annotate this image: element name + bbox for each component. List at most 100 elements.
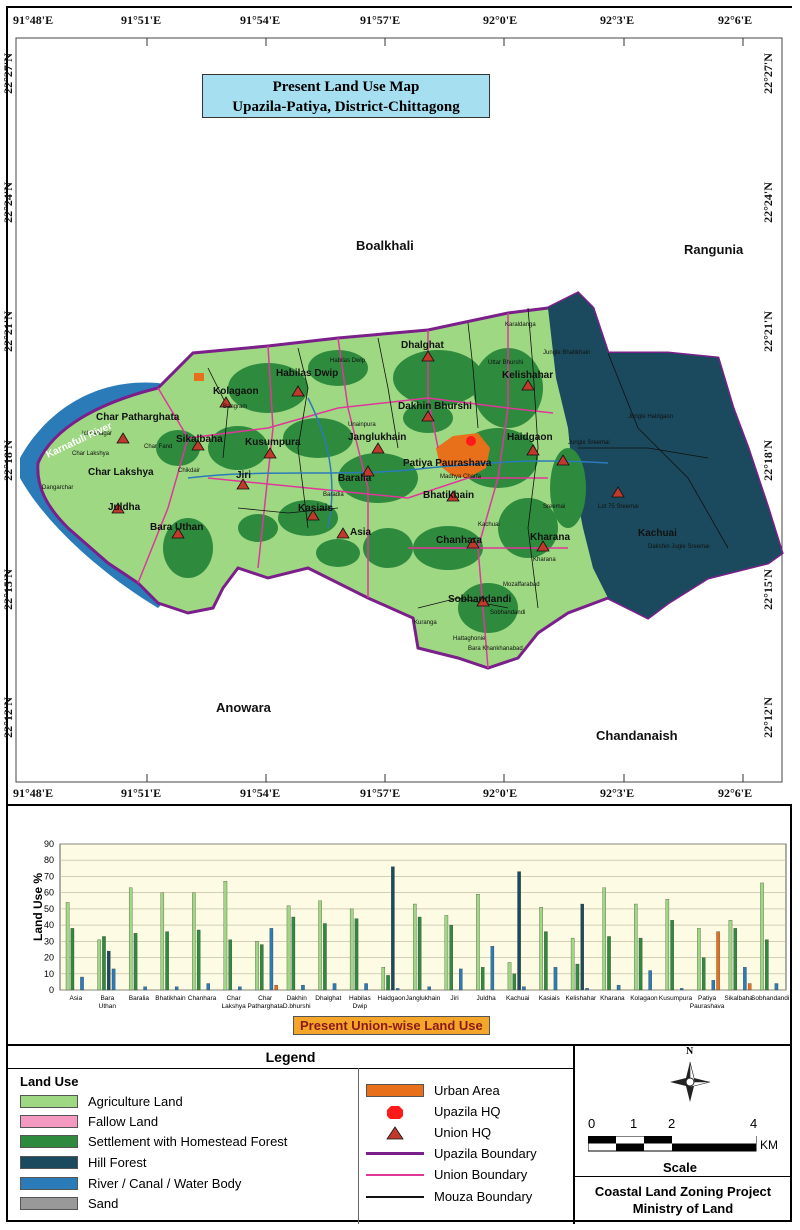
- bar: [102, 936, 106, 991]
- svg-text:Kuranga: Kuranga: [414, 620, 437, 626]
- bar: [160, 892, 165, 991]
- scale-tick-0: 0: [588, 1116, 596, 1131]
- bar: [318, 900, 322, 991]
- bar: [728, 920, 733, 991]
- legend-item-water: River / Canal / Water Body: [20, 1176, 241, 1191]
- y-tick-label: 90: [44, 839, 54, 849]
- svg-text:Bara Khankhanabad: Bara Khankhanabad: [468, 646, 523, 652]
- x-tick-label: Haidgaon: [378, 995, 406, 1002]
- bar: [332, 983, 337, 991]
- svg-text:Kasiais: Kasiais: [298, 503, 333, 514]
- svg-text:Char Fand: Char Fand: [144, 444, 172, 450]
- legend-label: Sand: [88, 1196, 119, 1211]
- svg-text:Bangram: Bangram: [223, 404, 247, 410]
- legend-item-fallow: Fallow Land: [20, 1114, 158, 1129]
- legend-item-upazila-hq: Upazila HQ: [366, 1104, 500, 1119]
- svg-text:Baradia: Baradia: [323, 492, 344, 498]
- bar: [391, 866, 395, 991]
- x-tick-label: 91°54'E: [240, 786, 281, 800]
- svg-text:Dakshin Jugle Sreemai: Dakshin Jugle Sreemai: [648, 544, 710, 550]
- bar: [274, 984, 278, 991]
- bar: [427, 986, 431, 991]
- x-tick-label: Kelishahar: [565, 995, 597, 1002]
- y-tick-label: 22°21'N: [760, 311, 775, 352]
- bar: [165, 931, 169, 991]
- y-tick-label: 22°24'N: [760, 182, 775, 223]
- y-tick-label: 80: [44, 855, 54, 865]
- bar: [386, 975, 390, 991]
- bar: [70, 928, 75, 991]
- bar: [616, 984, 621, 991]
- bar: [480, 967, 485, 991]
- bar: [206, 983, 211, 991]
- plot-area: [59, 843, 787, 991]
- x-tick-label: 92°3'E: [600, 786, 635, 800]
- bar: [507, 962, 512, 991]
- ministry-name: Ministry of Land: [632, 1201, 734, 1216]
- chart-title: Present Union-wise Land Use: [293, 1016, 490, 1035]
- upazila-hq-marker: [466, 436, 476, 446]
- bar: [553, 967, 558, 991]
- x-tick-label: Habilas: [349, 995, 371, 1002]
- svg-text:Dangarchar: Dangarchar: [42, 485, 73, 491]
- y-tick-label: 20: [44, 953, 54, 963]
- y-tick-label: 0: [49, 985, 54, 995]
- x-tick-label: Kolagaon: [630, 995, 658, 1002]
- svg-text:Habilas Dwip: Habilas Dwip: [276, 368, 338, 379]
- bar: [580, 903, 584, 991]
- x-tick-label: 91°51'E: [121, 786, 162, 800]
- legend-swatch: [20, 1115, 78, 1128]
- bar: [665, 899, 670, 991]
- y-tick-label: 70: [44, 871, 54, 881]
- x-tick-label: Baralia: [129, 995, 150, 1002]
- x-tick-label: Jiri: [450, 995, 458, 1002]
- bar: [760, 882, 764, 991]
- map-title-line1: Present Land Use Map: [272, 79, 420, 95]
- svg-text:Asia: Asia: [350, 527, 372, 538]
- svg-text:Patiya Paurashava: Patiya Paurashava: [403, 458, 492, 469]
- y-tick-label: 22°12'N: [0, 697, 15, 738]
- legend-label: Union HQ: [434, 1125, 492, 1140]
- bar: [679, 988, 684, 991]
- union-labels: Char Patharghata Kolagaon Habilas Dwip D…: [88, 340, 677, 605]
- bar: [291, 916, 296, 991]
- svg-text:Janglukhain: Janglukhain: [348, 432, 406, 443]
- legend-label: Upazila HQ: [434, 1104, 501, 1119]
- bar: [196, 929, 201, 991]
- svg-text:Kusumpura: Kusumpura: [245, 437, 301, 448]
- bar: [417, 916, 422, 991]
- bar: [238, 986, 242, 991]
- line-swatch: [366, 1152, 424, 1155]
- svg-text:Karaldanga: Karaldanga: [505, 322, 536, 328]
- octagon-icon: [387, 1105, 403, 1119]
- bar: [517, 871, 521, 991]
- legend-item-union-hq: Union HQ: [366, 1125, 491, 1140]
- bar: [301, 984, 305, 991]
- bar: [539, 907, 543, 991]
- bar: [228, 939, 232, 991]
- chart-grid: 0 10 20 30 40 50 60 70 80 90: [44, 839, 786, 995]
- x-tick-label: Uthan: [99, 1003, 117, 1010]
- bar: [223, 881, 228, 991]
- graticule-ticks: [146, 38, 744, 782]
- north-label: N: [686, 1046, 694, 1057]
- svg-text:Chikdair: Chikdair: [178, 468, 200, 474]
- y-tick-label: 50: [44, 904, 54, 914]
- legend-item-agriculture: Agriculture Land: [20, 1094, 183, 1109]
- svg-text:Kachuai: Kachuai: [638, 528, 677, 539]
- svg-text:Juldha: Juldha: [108, 502, 141, 513]
- legend-label: River / Canal / Water Body: [88, 1176, 242, 1191]
- scale-tick-1: 1: [630, 1116, 638, 1131]
- legend-item-settlement: Settlement with Homestead Forest: [20, 1134, 287, 1149]
- x-tick-label: 91°57'E: [360, 13, 401, 27]
- x-tick-label: Paurashava: [690, 1003, 725, 1010]
- svg-text:Haidgaon: Haidgaon: [507, 432, 553, 443]
- x-tick-label: Dwip: [353, 1003, 368, 1010]
- bar: [80, 976, 84, 991]
- legend-label: Settlement with Homestead Forest: [88, 1134, 288, 1149]
- scale-tick-2: 2: [668, 1116, 676, 1131]
- legend-swatch: [20, 1197, 78, 1210]
- legend-item-sand: Sand: [20, 1196, 118, 1211]
